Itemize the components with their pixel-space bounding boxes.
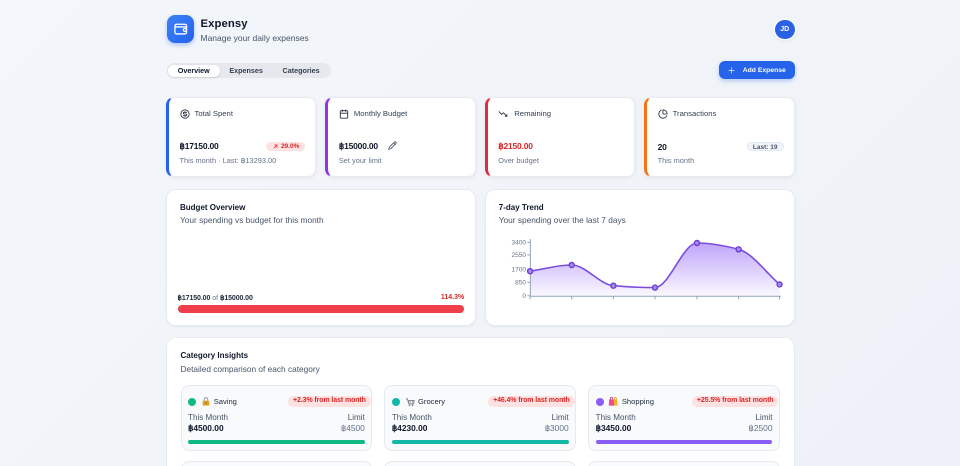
svg-text:1700: 1700 [511,266,526,273]
svg-text:3400: 3400 [511,239,526,246]
svg-text:2550: 2550 [511,252,526,259]
svg-text:0: 0 [522,293,526,300]
svg-text:850: 850 [515,279,526,286]
